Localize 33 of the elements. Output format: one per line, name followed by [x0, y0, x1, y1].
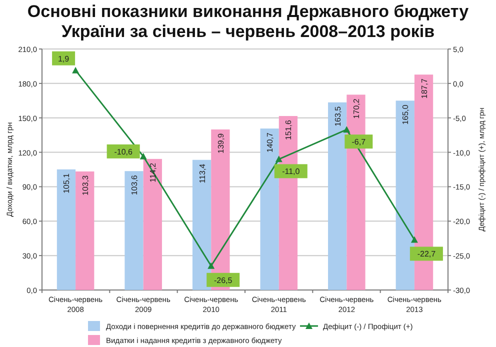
data-label: -11,0 — [282, 167, 300, 176]
point — [140, 152, 147, 160]
data-label: 151,6 — [284, 119, 294, 140]
data-label: 139,9 — [216, 132, 226, 154]
point — [208, 262, 215, 269]
data-label: -6,7 — [352, 138, 366, 147]
bar — [143, 158, 162, 290]
data-label: -10,6 — [114, 147, 133, 156]
point — [72, 66, 80, 74]
data-label: -26,5 — [214, 276, 233, 285]
point — [343, 126, 350, 133]
data-label: 105,1 — [62, 172, 72, 194]
data-label: -22,7 — [417, 250, 436, 259]
data-label: 187,7 — [420, 78, 429, 99]
data-label: 165,0 — [401, 104, 410, 125]
bar — [396, 100, 414, 290]
bar — [260, 128, 279, 290]
bar — [124, 171, 144, 290]
data-label: 114,2 — [148, 162, 158, 182]
bar — [56, 169, 76, 290]
data-label: 103,6 — [130, 174, 140, 196]
data-label: 140,7 — [266, 132, 275, 153]
point — [275, 156, 282, 162]
bar — [192, 160, 212, 290]
bar — [76, 171, 94, 290]
chart-title: Основні показники виконання Державного бюджету України за січень – червень 2008–2013 років — [27, 2, 470, 41]
data-label: 113,4 — [198, 163, 207, 184]
data-label: 163,5 — [333, 106, 342, 126]
bar — [328, 102, 347, 290]
data-label: 170,2 — [352, 98, 361, 119]
data-label: 1,9 — [58, 54, 70, 64]
point — [410, 236, 418, 243]
data-label: 103,3 — [80, 174, 90, 196]
